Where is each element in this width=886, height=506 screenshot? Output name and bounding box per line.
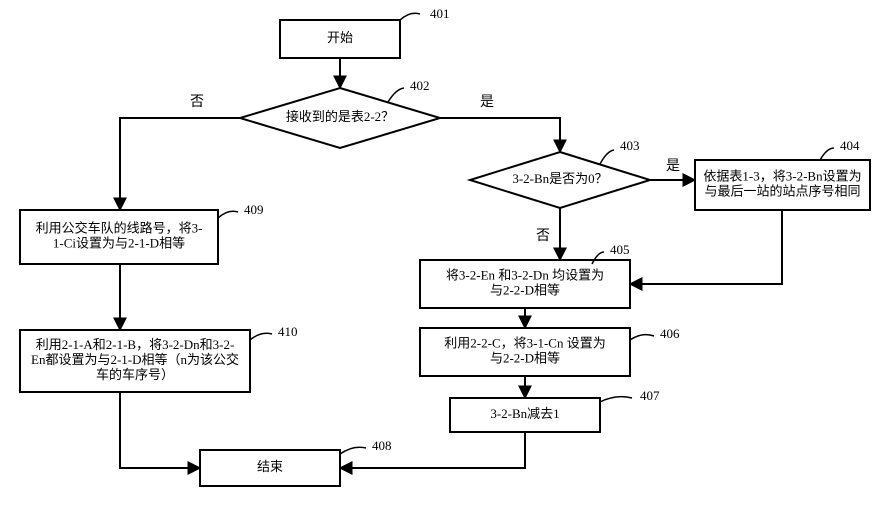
ref-label-n402: 402	[410, 78, 430, 93]
node-n410: 利用2-1-A和2-1-B，将3-2-Dn和3-2-En都设置为与2-1-D相等…	[20, 330, 250, 392]
node-n406: 利用2-2-C，将3-1-Cn 设置为与2-2-D相等	[420, 328, 630, 376]
ref-label-n404: 404	[840, 138, 860, 153]
ref-label-n401: 401	[430, 6, 450, 21]
ref-label-n409: 409	[244, 202, 264, 217]
node-text-n410-2: 车的车序号）	[96, 367, 174, 382]
node-text-n403-0: 3-2-Bn是否为0？	[512, 171, 607, 186]
node-n405: 将3-2-En 和3-2-Dn 均设置为与2-2-D相等	[420, 260, 630, 308]
lead-line-n410	[250, 333, 272, 340]
flowchart-canvas: 否是是否 开始接收到的是表2-2？3-2-Bn是否为0？依据表1-3，将3-2-…	[0, 0, 886, 506]
lead-line-n402	[388, 88, 404, 102]
lead-line-n407	[600, 397, 632, 402]
node-text-n407-0: 3-2-Bn减去1	[490, 406, 559, 421]
lead-line-n401	[400, 13, 420, 20]
ref-label-n403: 403	[620, 138, 640, 153]
lead-line-n403	[600, 150, 614, 164]
node-text-n405-1: 与2-2-D相等	[490, 282, 560, 297]
node-text-n410-0: 利用2-1-A和2-1-B，将3-2-Dn和3-2-	[36, 337, 235, 352]
node-text-n405-0: 将3-2-En 和3-2-Dn 均设置为	[446, 267, 604, 282]
nodes-layer: 开始接收到的是表2-2？ 3-2-Bn是否为0？ 依据表1-3，将3-2-Bn设置为…	[20, 20, 870, 486]
node-text-n406-0: 利用2-2-C，将3-1-Cn 设置为	[444, 335, 605, 350]
lead-line-n409	[218, 211, 238, 218]
edge-label-3: 是	[666, 159, 680, 174]
lead-line-n408	[340, 447, 366, 454]
ref-label-n410: 410	[278, 324, 298, 339]
lead-line-n406	[630, 335, 654, 340]
lead-line-n404	[820, 148, 834, 160]
node-text-n406-1: 与2-2-D相等	[490, 350, 560, 365]
node-text-n404-0: 依据表1-3，将3-2-Bn设置为	[703, 168, 861, 183]
ref-label-n407: 407	[640, 388, 660, 403]
edge-2	[440, 118, 560, 152]
node-n407: 3-2-Bn减去1	[450, 398, 600, 432]
ref-label-n408: 408	[372, 438, 392, 453]
node-n409: 利用公交车队的线路号，将3-1-Ci设置为与2-1-D相等	[20, 210, 218, 264]
edge-10	[120, 392, 200, 468]
node-text-n401-0: 开始	[327, 30, 353, 45]
node-text-n404-1: 与最后一站的站点序号相同	[704, 183, 860, 198]
node-text-n402-0: 接收到的是表2-2？	[286, 109, 394, 124]
node-n402: 接收到的是表2-2？	[240, 88, 440, 148]
node-text-n409-1: 1-Ci设置为与2-1-D相等	[53, 235, 185, 250]
edge-5	[630, 210, 782, 284]
ref-label-n405: 405	[610, 242, 630, 257]
edge-label-1: 否	[190, 95, 204, 110]
node-text-n409-0: 利用公交车队的线路号，将3-	[36, 220, 203, 235]
node-n401: 开始	[280, 20, 400, 58]
edge-label-2: 是	[480, 95, 494, 110]
ref-label-n406: 406	[660, 326, 680, 341]
edge-1	[120, 118, 240, 210]
node-n403: 3-2-Bn是否为0？	[470, 152, 650, 208]
node-text-n408-0: 结束	[257, 459, 283, 474]
node-text-n410-1: En都设置为与2-1-D相等（n为该公交	[31, 352, 239, 367]
node-n404: 依据表1-3，将3-2-Bn设置为与最后一站的站点序号相同	[695, 160, 870, 210]
node-n408: 结束	[200, 450, 340, 486]
edge-8	[340, 432, 525, 468]
edge-label-4: 否	[536, 229, 550, 244]
